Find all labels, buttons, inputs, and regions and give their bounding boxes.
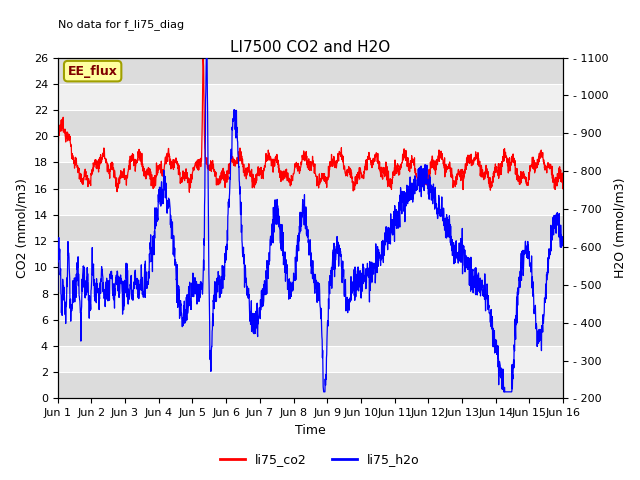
Text: EE_flux: EE_flux — [68, 65, 118, 78]
Bar — [58, 110, 563, 136]
Bar — [58, 162, 563, 189]
Text: No data for f_li75_diag: No data for f_li75_diag — [58, 19, 184, 30]
Bar — [58, 58, 563, 84]
Y-axis label: H2O (mmol/m3): H2O (mmol/m3) — [614, 178, 627, 278]
Bar — [58, 267, 563, 294]
Y-axis label: CO2 (mmol/m3): CO2 (mmol/m3) — [15, 178, 28, 278]
Bar — [58, 372, 563, 398]
Title: LI7500 CO2 and H2O: LI7500 CO2 and H2O — [230, 40, 390, 55]
Bar — [58, 215, 563, 241]
Legend: li75_co2, li75_h2o: li75_co2, li75_h2o — [215, 448, 425, 471]
X-axis label: Time: Time — [295, 424, 326, 437]
Bar — [58, 320, 563, 346]
